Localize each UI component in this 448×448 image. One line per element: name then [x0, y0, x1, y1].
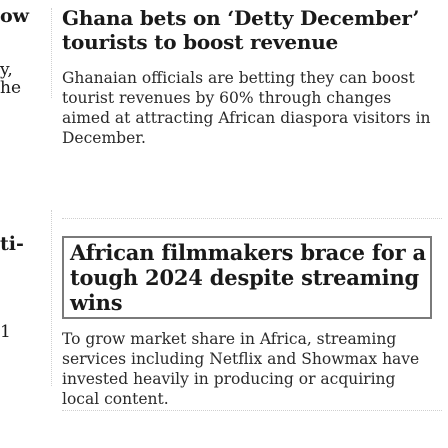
fragment-text: he [0, 78, 22, 98]
story-headline-link[interactable]: Ghana bets on ‘Detty December’ tourists … [62, 6, 420, 54]
column-divider [51, 210, 52, 386]
story-divider [62, 410, 442, 411]
story-divider [62, 218, 442, 219]
fragment-text: ow [0, 5, 30, 27]
fragment-text: ti- [0, 233, 24, 255]
story-headline-link[interactable]: African filmmakers brace for a tough 202… [70, 240, 426, 315]
column-divider [51, 8, 52, 98]
fragment-text: 1 [0, 322, 11, 342]
story-card: Ghana bets on ‘Detty December’ tourists … [62, 6, 442, 148]
story-summary: Ghanaian officials are betting they can … [62, 69, 431, 147]
story-card: African filmmakers brace for a tough 202… [62, 236, 442, 409]
focused-headline-outline[interactable]: African filmmakers brace for a tough 202… [62, 236, 432, 319]
fragment-text: y, [0, 60, 13, 80]
story-summary: To grow market share in Africa, streamin… [62, 330, 420, 408]
adjacent-column-fragments: ow y, he ti- 1 [0, 0, 44, 448]
